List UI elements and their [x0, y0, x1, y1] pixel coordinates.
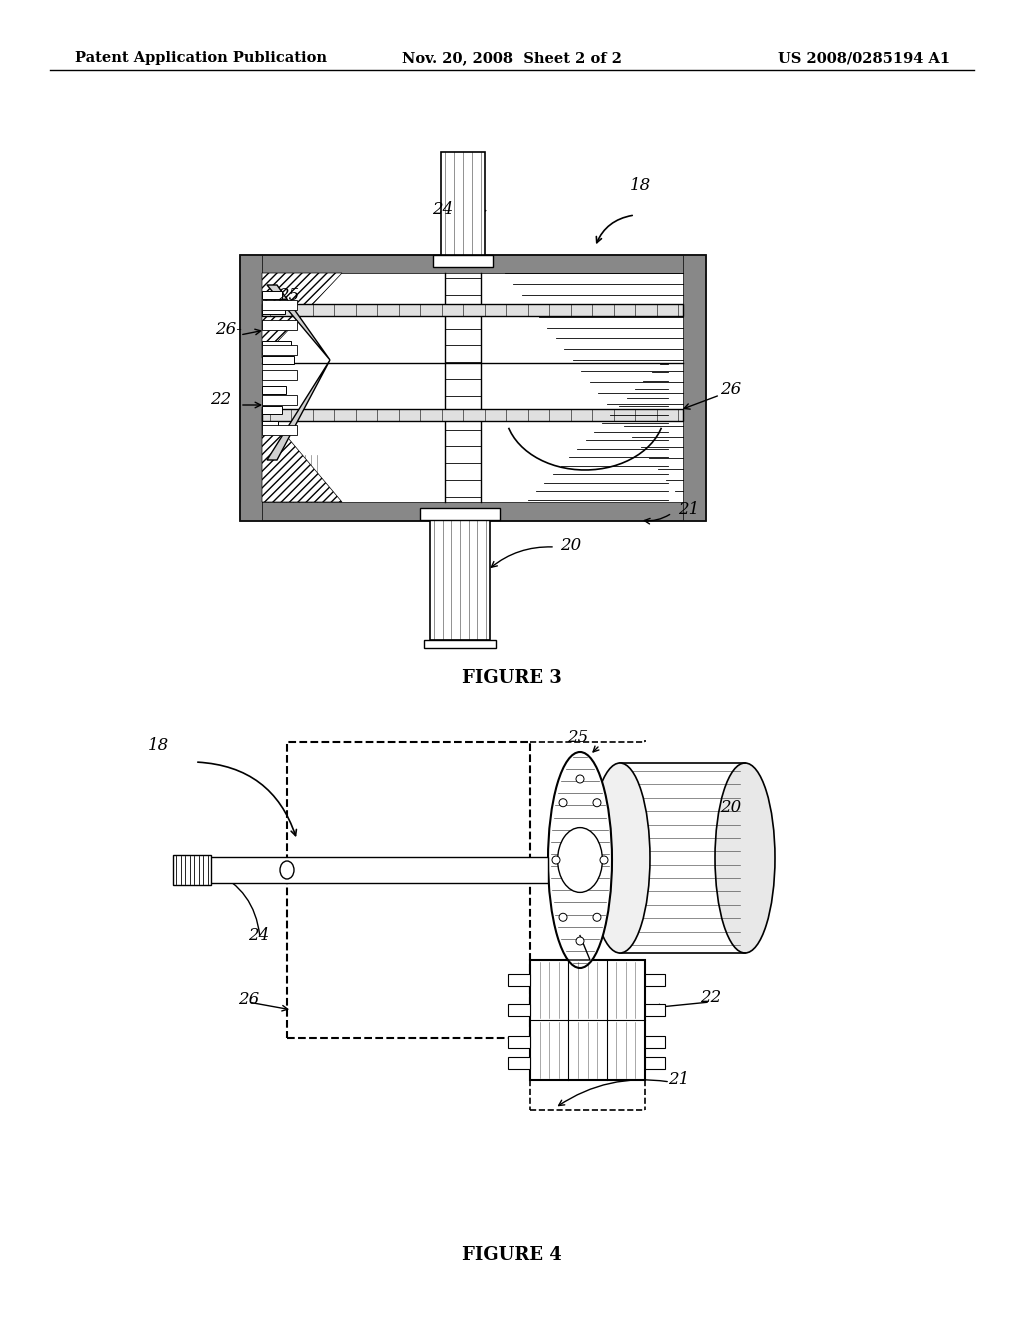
Text: 18: 18	[630, 177, 651, 194]
Circle shape	[600, 855, 608, 865]
Bar	[262, 290, 282, 300]
Bar	[240, 255, 262, 520]
Bar	[262, 395, 297, 405]
Bar	[645, 1005, 665, 1016]
Bar	[433, 255, 493, 267]
Bar	[178, 857, 548, 883]
Polygon shape	[262, 407, 342, 502]
Polygon shape	[267, 285, 330, 360]
Bar	[262, 341, 291, 348]
Bar	[645, 1057, 665, 1069]
Text: Patent Application Publication: Patent Application Publication	[75, 51, 327, 65]
Text: 22: 22	[700, 990, 721, 1006]
Bar	[262, 345, 297, 355]
Bar	[645, 974, 665, 986]
Bar	[262, 356, 294, 364]
Bar	[262, 407, 282, 414]
Bar	[508, 1057, 530, 1069]
Bar	[173, 855, 211, 884]
Text: 21: 21	[678, 502, 699, 519]
Bar	[441, 152, 485, 255]
Bar	[424, 640, 496, 648]
Circle shape	[552, 855, 560, 865]
Polygon shape	[267, 360, 330, 459]
Ellipse shape	[590, 763, 650, 953]
Bar	[530, 960, 645, 1080]
Bar	[240, 255, 705, 520]
Bar	[645, 1036, 665, 1048]
Ellipse shape	[715, 763, 775, 953]
Bar	[262, 319, 297, 330]
Bar	[683, 255, 705, 520]
Ellipse shape	[548, 752, 612, 968]
Bar	[287, 742, 530, 1038]
Polygon shape	[262, 273, 342, 358]
Text: FIGURE 4: FIGURE 4	[462, 1246, 562, 1265]
Circle shape	[575, 937, 584, 945]
Text: 25: 25	[278, 286, 299, 304]
Bar	[262, 300, 297, 310]
Text: 20: 20	[720, 800, 741, 817]
Text: 24: 24	[432, 202, 454, 219]
Bar	[262, 421, 278, 429]
Text: 24: 24	[248, 927, 269, 944]
Circle shape	[593, 913, 601, 921]
Bar	[262, 321, 288, 329]
Ellipse shape	[558, 828, 602, 892]
Text: 26: 26	[238, 991, 259, 1008]
Text: 26-: 26-	[215, 322, 242, 338]
Text: 18: 18	[148, 737, 169, 754]
Text: US 2008/0285194 A1: US 2008/0285194 A1	[778, 51, 950, 65]
Bar	[262, 425, 297, 436]
Circle shape	[575, 775, 584, 783]
Bar	[240, 255, 705, 273]
Circle shape	[593, 799, 601, 807]
Bar	[262, 370, 297, 380]
Text: 25: 25	[567, 730, 588, 747]
Bar	[262, 304, 683, 315]
Circle shape	[559, 799, 567, 807]
Bar	[262, 385, 286, 393]
Bar	[262, 371, 290, 379]
Bar	[508, 974, 530, 986]
Text: 20: 20	[560, 536, 582, 553]
Circle shape	[559, 913, 567, 921]
Text: FIGURE 3: FIGURE 3	[462, 669, 562, 686]
Text: Nov. 20, 2008  Sheet 2 of 2: Nov. 20, 2008 Sheet 2 of 2	[402, 51, 622, 65]
Bar	[240, 502, 705, 520]
Bar	[430, 520, 490, 640]
Bar	[508, 1036, 530, 1048]
Bar	[262, 306, 285, 314]
Text: 22: 22	[210, 392, 231, 408]
Text: 21: 21	[668, 1072, 689, 1089]
Text: 26: 26	[720, 381, 741, 399]
Bar	[262, 409, 683, 421]
Bar	[420, 508, 500, 520]
Ellipse shape	[280, 861, 294, 879]
Bar	[508, 1005, 530, 1016]
